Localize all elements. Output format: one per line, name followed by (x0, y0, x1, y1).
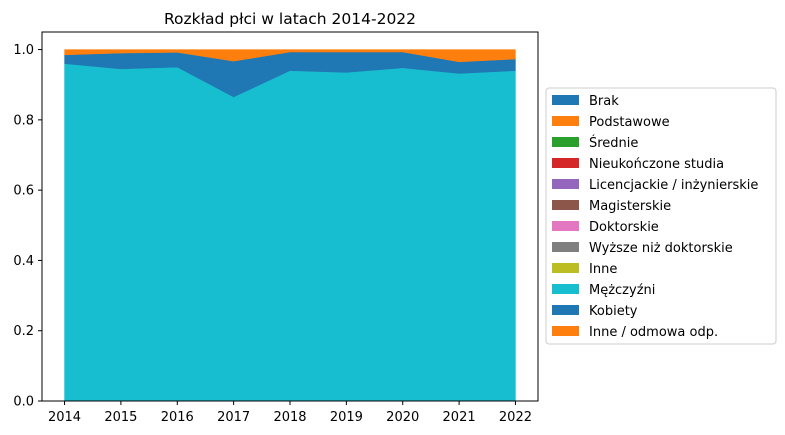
chart-title: Rozkład płci w latach 2014-2022 (164, 10, 416, 28)
x-tick-label: 2015 (104, 410, 137, 425)
y-tick-label: 0.6 (13, 184, 34, 199)
y-tick-label: 0.4 (13, 254, 34, 269)
area-layers (64, 49, 516, 402)
x-tick-label: 2018 (273, 410, 306, 425)
y-tick-label: 0.8 (13, 113, 34, 128)
legend-label: Podstawowe (589, 115, 670, 130)
legend-label: Kobiety (589, 304, 638, 319)
legend-label: Średnie (589, 135, 638, 151)
legend: Brak Podstawowe Średnie Nieukończone studia… (545, 87, 777, 345)
y-tick-label: 0.0 (13, 395, 34, 410)
legend-swatch (552, 326, 579, 336)
legend-label: Brak (589, 94, 619, 109)
legend-label: Wyższe niż doktorskie (589, 241, 733, 256)
legend-label: Licencjackie / inżynierskie (589, 178, 758, 193)
x-tick-label: 2016 (161, 410, 194, 425)
legend-swatch (552, 200, 579, 210)
legend-label: Magisterskie (589, 199, 671, 214)
legend-label: Inne (589, 262, 617, 277)
legend-swatch (552, 116, 579, 126)
area-series-9 (64, 63, 516, 402)
x-tick-label: 2022 (499, 410, 532, 425)
area-series-11 (64, 49, 516, 63)
legend-swatch (552, 158, 579, 168)
legend-label: Inne / odmowa odp. (589, 325, 718, 340)
legend-swatch (552, 179, 579, 189)
x-tick-label: 2019 (330, 410, 363, 425)
x-tick-label: 2021 (443, 410, 476, 425)
y-tick-label: 1.0 (13, 43, 34, 58)
legend-swatch (552, 137, 579, 147)
legend-swatch (552, 242, 579, 252)
legend-label: Nieukończone studia (589, 157, 724, 172)
y-tick-label: 0.2 (13, 324, 34, 339)
legend-swatch (552, 305, 579, 315)
x-tick-label: 2017 (217, 410, 250, 425)
legend-label: Mężczyźni (589, 283, 655, 298)
legend-label: Doktorskie (589, 220, 659, 235)
x-tick-label: 2020 (386, 410, 419, 425)
legend-swatch (552, 221, 579, 231)
axes: 2014 2015 2016 2017 2018 2019 2020 2021 2022 0.0 0… (13, 31, 539, 425)
legend-swatch (552, 284, 579, 294)
legend-swatch (552, 263, 579, 273)
legend-swatch (552, 95, 579, 105)
legend-box (545, 87, 777, 345)
x-tick-label: 2014 (48, 410, 81, 425)
